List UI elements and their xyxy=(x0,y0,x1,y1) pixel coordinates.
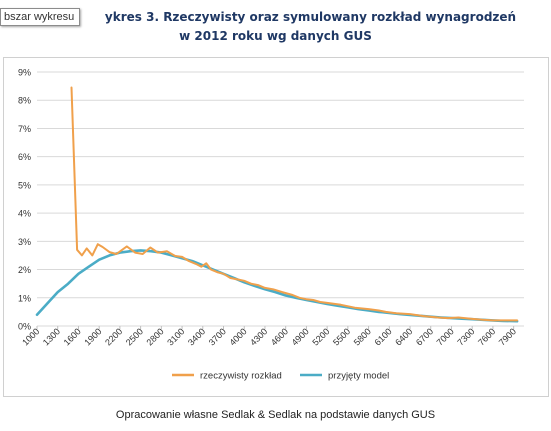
x-tick-label: 6100 xyxy=(372,326,393,347)
x-tick-label: 5200 xyxy=(310,326,331,347)
chart-title: ykres 3. Rzeczywisty oraz symulowany roz… xyxy=(0,8,551,46)
legend-label: przyjęty model xyxy=(328,371,389,382)
series-line-actual xyxy=(70,86,519,322)
legend-item-model: przyjęty model xyxy=(300,371,389,382)
y-tick-label: 2% xyxy=(18,265,31,275)
x-tick-label: 5500 xyxy=(331,326,352,347)
x-tick-label: 5800 xyxy=(352,326,373,347)
source-caption: Opracowanie własne Sedlak & Sedlak na po… xyxy=(115,409,436,421)
y-tick-label: 5% xyxy=(18,180,31,190)
legend-item-actual: rzeczywisty rozkład xyxy=(172,371,282,382)
x-tick-label: 3700 xyxy=(207,326,228,347)
y-tick-label: 0% xyxy=(18,322,31,332)
y-tick-label: 6% xyxy=(18,152,31,162)
y-tick-label: 8% xyxy=(18,96,31,106)
y-tick-label: 7% xyxy=(18,124,31,134)
y-tick-label: 4% xyxy=(18,209,31,219)
line-chart[interactable]: 0%1%2%3%4%5%6%7%8%9% 1000 1300 1600 1900 220… xyxy=(4,58,548,396)
chart-area-tooltip: bszar wykresu xyxy=(0,8,80,26)
x-tick-label: 4600 xyxy=(269,326,290,347)
x-tick-label: 7300 xyxy=(455,326,476,347)
x-tick-label: 7900 xyxy=(497,326,518,347)
x-tick-label: 2200 xyxy=(103,326,124,347)
chart-title-line2: w 2012 roku wg danych GUS xyxy=(179,29,372,43)
x-tick-label: 4300 xyxy=(248,326,269,347)
x-tick-label: 2800 xyxy=(145,326,166,347)
x-tick-label: 6700 xyxy=(414,326,435,347)
x-tick-label: 7000 xyxy=(435,326,456,347)
x-tick-label: 7600 xyxy=(476,326,497,347)
x-tick-label: 4900 xyxy=(290,326,311,347)
x-tick-label: 2500 xyxy=(124,326,145,347)
y-tick-label: 9% xyxy=(18,68,31,78)
x-tick-label: 6400 xyxy=(393,326,414,347)
series-line-model xyxy=(35,249,519,323)
x-tick-label: 3400 xyxy=(186,326,207,347)
x-tick-label: 1300 xyxy=(41,326,62,347)
x-tick-label: 3100 xyxy=(165,326,186,347)
legend-label: rzeczywisty rozkład xyxy=(200,371,282,382)
y-tick-label: 3% xyxy=(18,237,31,247)
x-tick-label: 4000 xyxy=(227,326,248,347)
x-tick-label: 1600 xyxy=(62,326,83,347)
y-tick-label: 1% xyxy=(18,293,31,303)
x-tick-label: 1900 xyxy=(82,326,103,347)
chart-area[interactable]: 0% 1% 2% 3% 4% 5% 6% 7% 8% 9% 1000 1300 1600 1900 220… xyxy=(3,57,549,397)
chart-title-line1: ykres 3. Rzeczywisty oraz symulowany roz… xyxy=(104,10,517,24)
